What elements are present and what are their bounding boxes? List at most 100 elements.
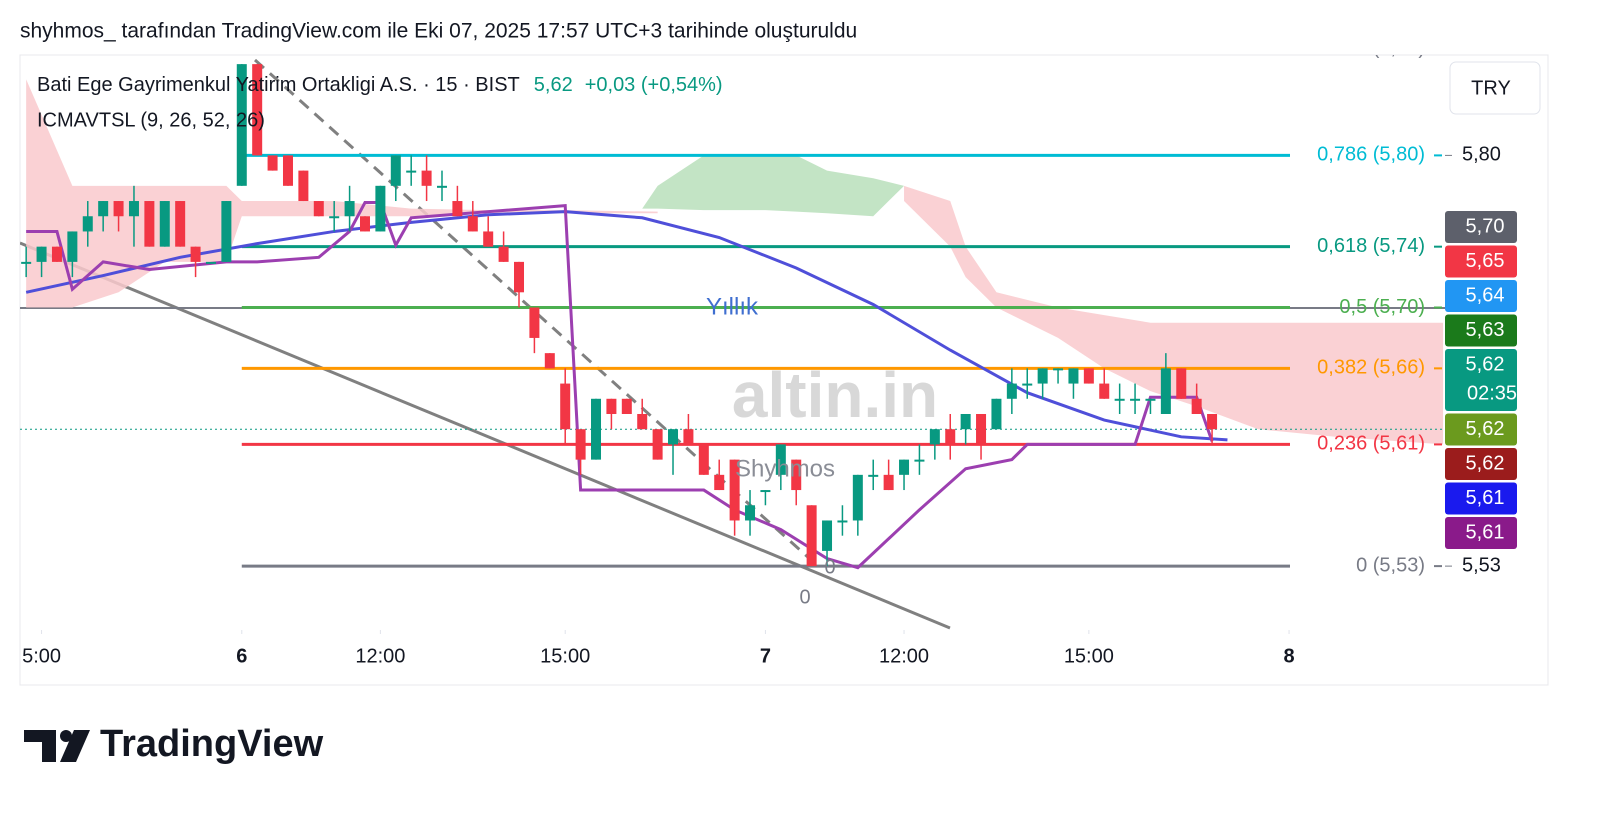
- candle-body: [1022, 383, 1033, 386]
- price-change: +0,03 (+0,54%): [585, 74, 723, 96]
- x-tick-label: 12:00: [355, 645, 405, 667]
- candle-body: [252, 64, 263, 156]
- candle-body: [637, 413, 648, 430]
- candle-body: [36, 246, 47, 262]
- candle-body: [313, 201, 324, 217]
- candle-body: [976, 413, 987, 445]
- symbol: Bati Ege Gayrimenkul Yatirim Ortakligi A…: [37, 74, 723, 96]
- fib-label: 0 (5,53): [1356, 554, 1425, 576]
- candle-body: [1160, 368, 1171, 414]
- candle-body: [652, 429, 663, 460]
- candle-body: [406, 170, 417, 173]
- price-badge-label: 5,62: [1466, 452, 1505, 474]
- price-badge: [1445, 245, 1517, 278]
- candle-body: [591, 398, 602, 460]
- price-badge: [1445, 413, 1517, 446]
- candle-body: [344, 201, 355, 217]
- candle-body: [128, 201, 139, 217]
- fib-label: 0,236 (5,61): [1317, 433, 1425, 455]
- trend-line: [20, 241, 951, 630]
- candle-body: [822, 520, 833, 551]
- price-badge-label: 5,62: [1466, 418, 1505, 440]
- y-tick-label: 5,80: [1462, 144, 1501, 166]
- candle-body: [929, 429, 940, 445]
- x-tick-label: 6: [236, 645, 247, 667]
- header: shyhmos_ tarafından TradingView.com ile …: [20, 20, 857, 43]
- fib-label: 0,618 (5,74): [1317, 235, 1425, 257]
- annotation: Yıllık: [706, 293, 759, 320]
- candle-body: [221, 201, 232, 262]
- candle-body: [67, 231, 78, 262]
- candle-body: [1053, 368, 1064, 371]
- candle-body: [945, 429, 956, 445]
- price-badge: [1445, 349, 1517, 411]
- candle-body: [560, 383, 571, 430]
- annotation: altin.in: [732, 359, 938, 431]
- dashed-trend-line: [253, 58, 822, 570]
- x-tick-label: 5:00: [22, 645, 61, 667]
- candle-body: [1130, 398, 1141, 401]
- fib-label: 0,786 (5,80): [1317, 144, 1425, 166]
- candle-body: [775, 444, 786, 475]
- candle-body: [113, 201, 124, 217]
- candle-body: [1006, 383, 1017, 399]
- x-tick-label: 15:00: [1064, 645, 1114, 667]
- price-badge-label: 5,63: [1466, 319, 1505, 341]
- price-badge: [1445, 448, 1517, 480]
- fib-label: 1 (5,87): [1356, 37, 1425, 59]
- candle-body: [236, 64, 247, 186]
- candle-body: [698, 444, 709, 475]
- candle-body: [144, 201, 155, 247]
- plot-area: 1 (5,87) 0,786 (5,80) 0,618 (5,74) 0,5 (5,7…: [20, 37, 1445, 630]
- candle-body: [868, 474, 879, 477]
- candle-body: [544, 353, 555, 369]
- candle-body: [82, 216, 93, 232]
- candle-body: [98, 201, 109, 217]
- candle-body: [991, 398, 1002, 430]
- candle-body: [421, 170, 432, 186]
- candle-body: [436, 185, 447, 188]
- price-badge-timer: 02:35: [1467, 382, 1517, 404]
- price-badge-label: 5,62: [1466, 353, 1505, 375]
- indicator-line: [25, 210, 1228, 442]
- price-badge-label: 5,64: [1466, 284, 1505, 306]
- fib-label: 0,382 (5,66): [1317, 357, 1425, 379]
- candle-body: [329, 216, 340, 219]
- currency-button[interactable]: [1449, 61, 1541, 115]
- last-price: 5,62: [534, 74, 573, 96]
- price-badge: [1445, 517, 1517, 549]
- candle-body: [498, 246, 509, 262]
- symbol-name: Bati Ege Gayrimenkul Yatirim Ortakligi A…: [37, 74, 520, 96]
- candle-body: [267, 155, 278, 171]
- indicator-name: ICMAVTSL (9, 26, 52, 26): [37, 109, 265, 131]
- candle-body: [190, 246, 201, 262]
- candle-body: [1207, 413, 1218, 430]
- candle-body: [852, 474, 863, 521]
- indicator-line: [26, 201, 1214, 570]
- candle-body: [1099, 383, 1110, 399]
- price-badge: [1445, 280, 1517, 312]
- candle-body: [575, 429, 586, 460]
- price-badge-label: 5,70: [1466, 215, 1505, 237]
- candle-body: [729, 459, 740, 521]
- x-tick-label: 15:00: [540, 645, 590, 667]
- price-badge-label: 5,61: [1466, 487, 1505, 509]
- price-badge: [1445, 314, 1517, 347]
- currency: TRY: [1471, 77, 1511, 99]
- cloud: [642, 155, 905, 217]
- candle-body: [1083, 368, 1094, 384]
- candle-body: [375, 185, 386, 232]
- candle-body: [806, 505, 817, 567]
- candle-body: [791, 459, 802, 491]
- price-badge-label: 5,65: [1466, 250, 1505, 272]
- candle-body: [529, 307, 540, 338]
- candle-body: [359, 216, 370, 232]
- price-badge: [1445, 211, 1517, 243]
- candle-body: [837, 520, 848, 523]
- y-tick-label: 5,53: [1462, 554, 1501, 576]
- x-tick-label: 8: [1284, 645, 1295, 667]
- candle-body: [960, 413, 971, 430]
- cloud: [904, 185, 1444, 445]
